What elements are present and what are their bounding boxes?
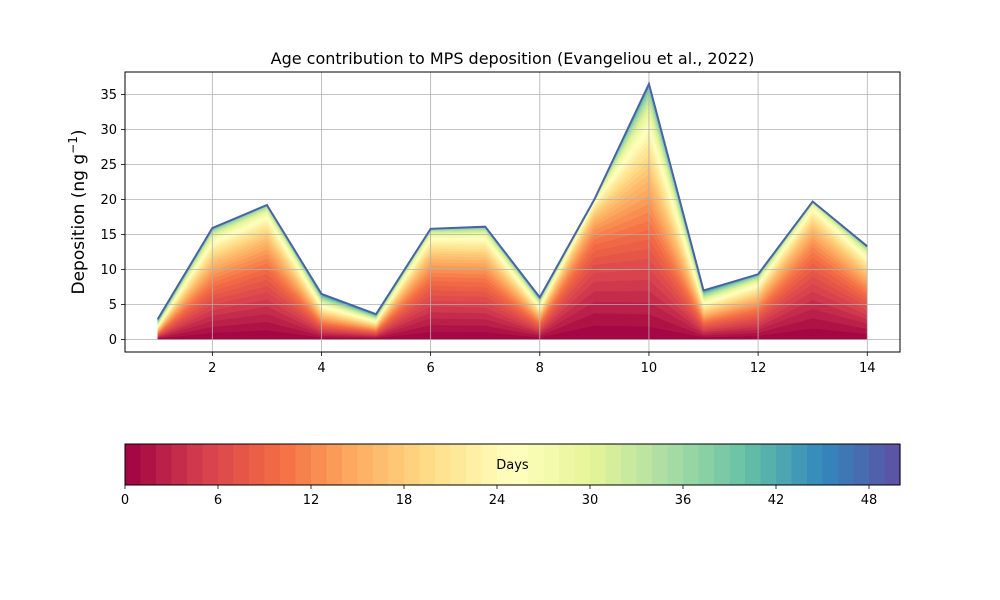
colorbar-cell xyxy=(388,444,405,485)
colorbar-cell xyxy=(187,444,204,485)
plot-frame xyxy=(124,71,901,353)
colorbar-cell xyxy=(311,444,328,485)
y-axis-label-superscript: −1 xyxy=(66,136,80,154)
colorbar-cell xyxy=(667,444,684,485)
stacked-area-layers xyxy=(157,83,868,340)
colorbar-cell xyxy=(125,444,142,485)
colorbar-cell xyxy=(807,444,824,485)
colorbar-cell xyxy=(590,444,607,485)
colorbar-cell xyxy=(466,444,483,485)
colorbar-cell xyxy=(435,444,452,485)
colorbar-cell xyxy=(357,444,374,485)
y-axis-label: Deposition (ng g−1) xyxy=(66,129,89,294)
colorbar-ticks: 0 6 12 18 24 30 36 42 48 xyxy=(121,485,877,508)
y-tick-label: 25 xyxy=(100,158,117,173)
colorbar-cell xyxy=(776,444,793,485)
colorbar-cell xyxy=(714,444,731,485)
colorbar-cell xyxy=(528,444,545,485)
y-axis-label-suffix: ) xyxy=(69,129,89,136)
colorbar-tick-label: 30 xyxy=(582,493,599,508)
colorbar-cell xyxy=(326,444,343,485)
x-axis: 2 4 6 8 10 12 14 xyxy=(208,352,876,376)
colorbar-cell xyxy=(574,444,591,485)
colorbar-cell xyxy=(218,444,235,485)
colorbar-cell xyxy=(249,444,266,485)
colorbar-label: Days xyxy=(496,458,529,473)
colorbar-frame xyxy=(124,443,901,486)
colorbar-cell xyxy=(373,444,390,485)
colorbar-cell xyxy=(481,444,498,485)
y-tick-label: 5 xyxy=(109,298,117,313)
colorbar-cell xyxy=(171,444,188,485)
y-axis-label-text: Deposition (ng g xyxy=(69,154,89,295)
colorbar-cell xyxy=(450,444,467,485)
colorbar-cell xyxy=(342,444,359,485)
y-tick-label: 30 xyxy=(100,123,117,138)
y-tick-label: 35 xyxy=(100,88,117,103)
x-tick-label: 12 xyxy=(750,361,767,376)
colorbar-cell xyxy=(884,444,901,485)
plot-area xyxy=(124,71,901,353)
y-tick-label: 10 xyxy=(100,263,117,278)
colorbar-tick-label: 36 xyxy=(675,493,692,508)
x-tick-label: 4 xyxy=(317,361,325,376)
x-tick-label: 2 xyxy=(208,361,216,376)
colorbar-cell xyxy=(264,444,281,485)
colorbar-cell xyxy=(202,444,219,485)
colorbar-cell xyxy=(745,444,762,485)
colorbar-tick-label: 6 xyxy=(214,493,222,508)
colorbar-cell xyxy=(605,444,622,485)
colorbar-cell xyxy=(497,444,514,485)
y-tick-label: 0 xyxy=(109,333,117,348)
x-tick-label: 8 xyxy=(536,361,544,376)
colorbar-cell xyxy=(853,444,870,485)
grid-lines xyxy=(125,72,900,352)
colorbar-cell xyxy=(559,444,576,485)
colorbar-cell xyxy=(621,444,638,485)
x-tick-label: 10 xyxy=(641,361,658,376)
colorbar-gradient xyxy=(125,444,901,485)
colorbar-cell xyxy=(512,444,529,485)
y-tick-label: 20 xyxy=(100,193,117,208)
y-axis: 0 5 10 15 20 25 30 35 xyxy=(100,88,125,348)
y-tick-label: 15 xyxy=(100,228,117,243)
colorbar-cell xyxy=(419,444,436,485)
colorbar-cell xyxy=(683,444,700,485)
colorbar-cell xyxy=(156,444,173,485)
colorbar-cell xyxy=(729,444,746,485)
colorbar-tick-label: 24 xyxy=(489,493,506,508)
colorbar-cell xyxy=(838,444,855,485)
colorbar: Days 0 6 12 18 24 30 36 42 48 xyxy=(121,443,901,508)
colorbar-tick-label: 48 xyxy=(861,493,878,508)
colorbar-cell xyxy=(233,444,250,485)
colorbar-cell xyxy=(636,444,653,485)
colorbar-cell xyxy=(822,444,839,485)
colorbar-cell xyxy=(791,444,808,485)
x-tick-label: 14 xyxy=(859,361,876,376)
total-deposition-line xyxy=(156,80,868,320)
colorbar-cell xyxy=(652,444,669,485)
x-tick-label: 6 xyxy=(426,361,434,376)
colorbar-cell xyxy=(543,444,560,485)
colorbar-cell xyxy=(760,444,777,485)
chart-title: Age contribution to MPS deposition (Evan… xyxy=(271,49,755,68)
colorbar-tick-label: 18 xyxy=(396,493,413,508)
colorbar-cell xyxy=(140,444,157,485)
colorbar-tick-label: 12 xyxy=(303,493,320,508)
colorbar-cell xyxy=(295,444,312,485)
colorbar-cell xyxy=(280,444,297,485)
colorbar-tick-label: 42 xyxy=(768,493,785,508)
colorbar-tick-label: 0 xyxy=(121,493,129,508)
colorbar-cell xyxy=(404,444,421,485)
colorbar-cell xyxy=(698,444,715,485)
colorbar-cell xyxy=(869,444,886,485)
